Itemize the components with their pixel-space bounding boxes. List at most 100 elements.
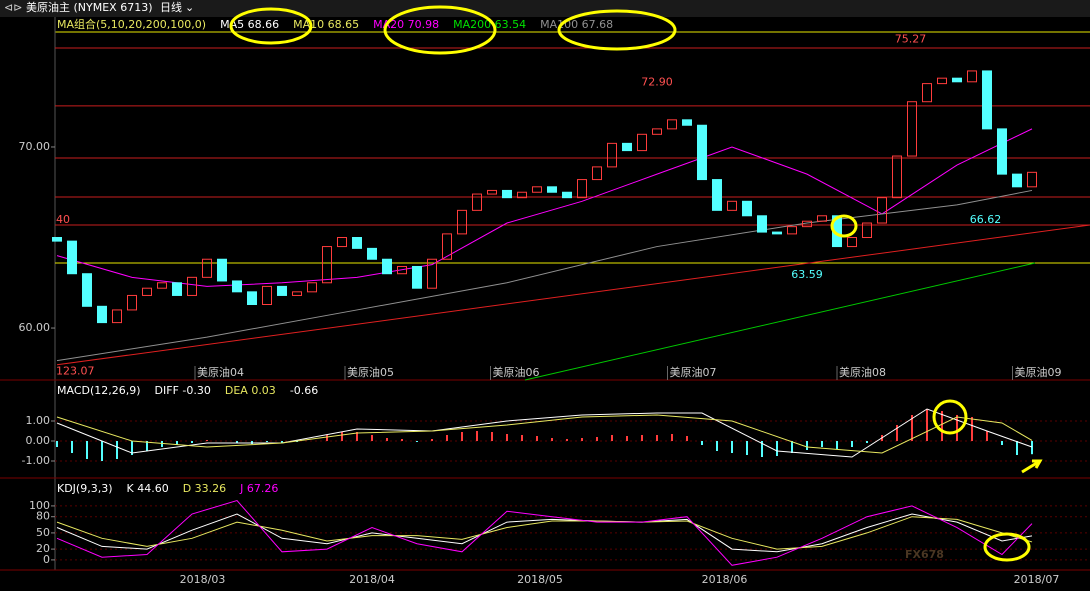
highlight-ellipse — [557, 9, 677, 51]
header-label: KDJ(9,3,3) — [57, 482, 113, 495]
y-tick-label: 1.00 — [26, 414, 51, 427]
candle — [697, 124, 707, 181]
highlight-ellipse — [932, 399, 968, 435]
candle — [532, 186, 542, 193]
candle — [652, 128, 662, 135]
price-annotation: 66.62 — [970, 213, 1002, 226]
candle — [247, 291, 257, 305]
candle — [562, 191, 572, 199]
month-label: 美原油07 — [670, 365, 717, 379]
candle — [397, 265, 407, 275]
header-label: DEA 0.03 — [225, 384, 276, 397]
candle — [382, 258, 392, 275]
watermark: FX678 — [905, 548, 944, 561]
candle — [97, 305, 107, 324]
candle — [187, 276, 197, 296]
candle — [157, 282, 167, 289]
price-annotation: 75.27 — [895, 33, 927, 46]
candle — [172, 282, 182, 296]
y-tick-label: 80 — [36, 510, 50, 523]
icon[interactable]: ⊲⊳ — [4, 1, 22, 14]
candle — [517, 191, 527, 199]
header-label: D 33.26 — [183, 482, 226, 495]
candle — [502, 189, 512, 199]
candle — [472, 193, 482, 211]
y-tick-label: 100 — [29, 499, 50, 512]
candle — [817, 215, 827, 222]
dropdown-arrow[interactable]: ⌄ — [185, 1, 194, 14]
candle — [847, 237, 857, 248]
candle — [82, 273, 92, 307]
candle — [292, 291, 302, 296]
header-label: MA组合(5,10,20,200,100,0) — [57, 17, 206, 31]
ma-line — [524, 262, 1036, 381]
highlight-ellipse — [983, 532, 1031, 562]
edge-label: 123.07 — [56, 364, 95, 377]
month-label: 美原油09 — [1015, 365, 1062, 379]
highlights — [229, 5, 1043, 562]
candle — [967, 70, 977, 83]
candle — [337, 237, 347, 248]
candle — [787, 226, 797, 235]
highlight-ellipse — [229, 7, 313, 45]
y-tick-label: 70.00 — [19, 140, 51, 153]
period[interactable]: 日线 — [160, 0, 182, 14]
x-tick-label: 2018/04 — [349, 573, 395, 586]
candle — [67, 240, 77, 275]
candle — [907, 101, 917, 157]
month-label: 美原油06 — [493, 365, 540, 379]
y-tick-label: 0 — [43, 553, 50, 566]
macd-line — [56, 414, 1033, 454]
candle — [1012, 173, 1022, 188]
candle — [457, 209, 467, 235]
candle — [547, 186, 557, 193]
candle — [757, 215, 767, 233]
x-tick-label: 2018/03 — [180, 573, 226, 586]
candle — [262, 285, 272, 305]
month-label: 美原油08 — [839, 365, 886, 379]
candle — [712, 179, 722, 211]
highlight-ellipse — [830, 214, 858, 238]
x-tick-label: 2018/06 — [702, 573, 748, 586]
candle — [232, 280, 242, 293]
candle — [412, 265, 422, 289]
header-label: MA5 68.66 — [220, 18, 279, 31]
header-label: J 67.26 — [239, 482, 278, 495]
candle — [952, 77, 962, 83]
candle — [637, 133, 647, 152]
header-label: MA20 70.98 — [373, 18, 439, 31]
month-label: 美原油05 — [347, 365, 394, 379]
candle — [427, 258, 437, 289]
candle — [997, 128, 1007, 175]
candle — [1027, 171, 1037, 188]
candle — [772, 231, 782, 235]
header-label: DIFF -0.30 — [155, 384, 211, 397]
header-label: MA100 67.68 — [540, 18, 613, 31]
ma-line — [56, 128, 1033, 287]
y-tick-label: 0.00 — [26, 434, 51, 447]
candle — [937, 77, 947, 85]
candle — [277, 285, 287, 296]
highlight-ellipse — [383, 5, 497, 55]
y-tick-label: 50 — [36, 526, 50, 539]
candle — [982, 70, 992, 130]
candle — [892, 155, 902, 199]
y-tick-label: 20 — [36, 542, 50, 555]
kdj-line — [56, 513, 1033, 553]
x-tick-label: 2018/05 — [517, 573, 563, 586]
header-label: MACD(12,26,9) — [57, 384, 141, 397]
candle — [442, 233, 452, 260]
candle — [667, 119, 677, 130]
candle — [577, 179, 587, 199]
macd-line — [56, 408, 1033, 458]
candle — [127, 294, 137, 311]
kdj-line — [56, 499, 1033, 566]
ma-line — [56, 189, 1033, 362]
price-annotation: 63.59 — [791, 268, 823, 281]
x-tick-label: 2018/07 — [1014, 573, 1060, 586]
y-tick-label: -1.00 — [22, 454, 50, 467]
candle — [802, 220, 812, 228]
price-annotation: 72.90 — [641, 75, 673, 88]
ma-line — [56, 224, 1090, 366]
